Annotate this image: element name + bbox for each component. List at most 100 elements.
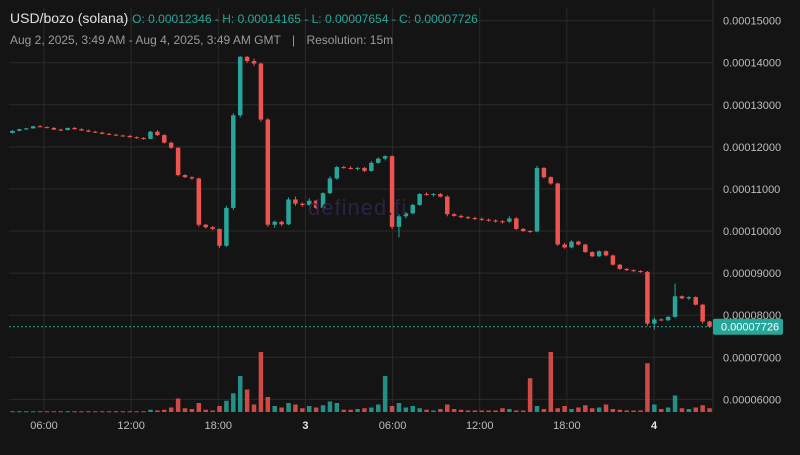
candle-body[interactable] [576,241,581,245]
candle-body[interactable] [645,271,650,324]
candle-body[interactable] [603,251,609,256]
candle-body[interactable] [569,241,574,248]
candle-body[interactable] [514,218,519,229]
candle-body[interactable] [217,228,222,246]
candle-body[interactable] [72,127,77,130]
candle-body[interactable] [658,319,664,321]
candle-body[interactable] [141,138,146,140]
candle-body[interactable] [589,252,595,257]
candle-body[interactable] [596,251,602,257]
candle-body[interactable] [583,244,588,253]
candle-body[interactable] [520,228,526,232]
candle-body[interactable] [707,321,712,327]
candle-body[interactable] [548,177,554,184]
candle-body[interactable] [500,221,505,223]
candle-body[interactable] [79,129,84,131]
candle-body[interactable] [458,215,464,218]
candle-body[interactable] [534,167,540,232]
candle-body[interactable] [700,304,705,322]
candle-body[interactable] [37,126,43,128]
candle-body[interactable] [369,162,374,171]
candle-body[interactable] [244,56,250,62]
candle-body[interactable] [300,203,305,205]
candle-body[interactable] [86,130,91,132]
candle-body[interactable] [224,207,229,246]
candle-body[interactable] [24,128,29,130]
candle-body[interactable] [327,178,333,194]
candle-body[interactable] [410,204,416,214]
candle-body[interactable] [286,199,291,225]
candle-body[interactable] [106,133,112,135]
candle-body[interactable] [403,213,409,217]
candle-body[interactable] [210,227,215,229]
candle-body[interactable] [382,156,388,159]
candle-body[interactable] [51,127,57,130]
candle-body[interactable] [58,129,64,131]
candle-body[interactable] [203,224,208,228]
candle-body[interactable] [341,167,346,169]
candle-body[interactable] [65,127,70,131]
candle-body[interactable] [631,270,636,272]
candle-body[interactable] [362,167,367,171]
candle-body[interactable] [686,297,692,299]
candle-body[interactable] [189,177,195,179]
candle-body[interactable] [527,231,533,233]
candle-body[interactable] [168,142,174,148]
candle-body[interactable] [665,316,671,321]
candle-body[interactable] [313,200,319,208]
candle-body[interactable] [389,156,395,227]
candle-body[interactable] [272,221,277,225]
candle-body[interactable] [376,158,381,163]
candle-body[interactable] [258,63,264,120]
candle-body[interactable] [624,268,629,271]
candle-body[interactable] [679,296,685,299]
candle-body[interactable] [237,56,243,116]
candle-body[interactable] [638,271,643,273]
candle-body[interactable] [355,167,360,169]
candle-body[interactable] [44,127,50,129]
candle-body[interactable] [334,167,340,179]
candle-body[interactable] [445,196,450,215]
candle-body[interactable] [652,319,657,324]
candle-body[interactable] [465,217,471,219]
candle-body[interactable] [120,135,126,137]
candle-body[interactable] [348,167,353,169]
candle-body[interactable] [231,115,236,208]
candle-body[interactable] [113,134,119,136]
candle-body[interactable] [279,221,284,225]
candle-body[interactable] [306,200,312,205]
candle-body[interactable] [196,178,202,225]
candle-body[interactable] [320,193,326,208]
candle-body[interactable] [672,296,678,317]
candle-body[interactable] [493,220,498,222]
candle-body[interactable] [30,126,36,129]
candle-body[interactable] [486,219,491,221]
candle-body[interactable] [555,183,560,245]
candle-body[interactable] [472,217,478,219]
candle-body[interactable] [148,131,153,139]
candle-body[interactable] [424,194,429,196]
candle-body[interactable] [610,255,616,265]
candle-body[interactable] [431,194,436,196]
candle-body[interactable] [162,135,167,143]
candle-body[interactable] [175,147,181,176]
candle-body[interactable] [451,214,457,216]
candle-body[interactable] [99,132,105,134]
candle-body[interactable] [293,199,298,204]
candle-body[interactable] [438,194,443,197]
candle-body[interactable] [251,61,257,64]
candle-body[interactable] [127,135,133,138]
candle-body[interactable] [93,131,98,133]
candle-body[interactable] [17,129,22,131]
candle-body[interactable] [479,218,485,220]
candle-body[interactable] [507,218,512,222]
candle-body[interactable] [182,175,188,178]
candle-body[interactable] [155,131,160,136]
candle-body[interactable] [265,119,271,225]
candle-body[interactable] [541,167,547,178]
candle-body[interactable] [617,264,623,269]
candle-body[interactable] [562,244,567,248]
candle-body[interactable] [396,216,402,227]
